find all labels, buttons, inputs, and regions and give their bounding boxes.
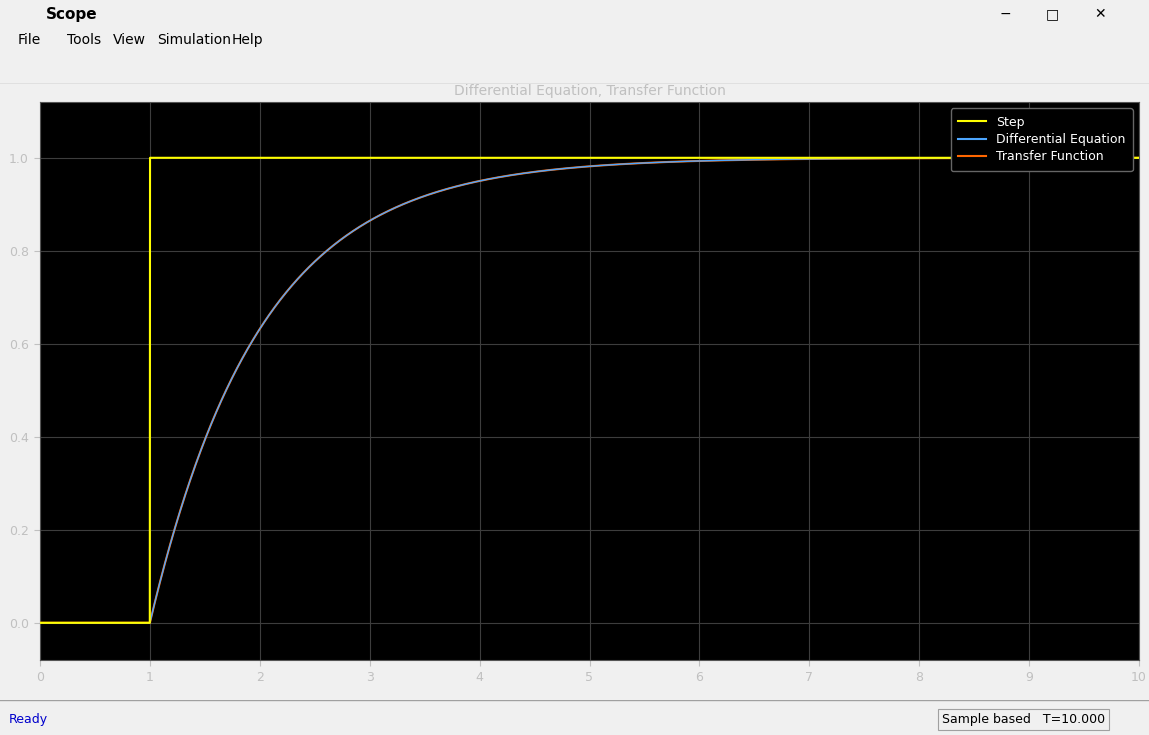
Legend: Step, Differential Equation, Transfer Function: Step, Differential Equation, Transfer Fu…	[951, 108, 1133, 171]
Text: −: −	[1000, 7, 1011, 21]
Text: ✕: ✕	[1094, 7, 1105, 21]
Text: Sample based   T=10.000: Sample based T=10.000	[942, 713, 1105, 725]
Text: Help: Help	[232, 33, 264, 47]
Text: Ready: Ready	[9, 713, 48, 725]
Title: Differential Equation, Transfer Function: Differential Equation, Transfer Function	[454, 84, 725, 98]
Text: File: File	[17, 33, 40, 47]
Text: □: □	[1046, 7, 1059, 21]
Text: View: View	[113, 33, 146, 47]
Text: Simulation: Simulation	[157, 33, 231, 47]
Text: Tools: Tools	[67, 33, 101, 47]
Text: Scope: Scope	[46, 7, 98, 21]
